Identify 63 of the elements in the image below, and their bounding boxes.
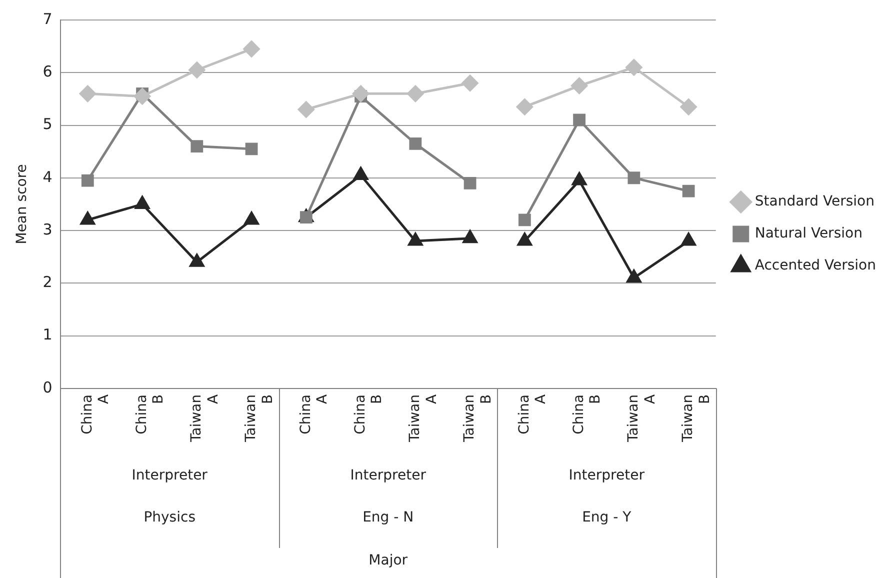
legend-label: Standard Version [754, 194, 874, 210]
y-tick-label: 5 [42, 115, 52, 134]
point [134, 88, 151, 105]
text: Physics [144, 510, 196, 526]
y-tick-label: 2 [42, 273, 52, 292]
point [190, 254, 204, 267]
y-tick-label: 1 [42, 326, 52, 344]
legend-label: Natural Version [754, 226, 862, 242]
point [573, 114, 586, 126]
point [80, 212, 95, 225]
y-tick-label: 6 [42, 62, 52, 81]
x-tick-label: Taiwan A [188, 394, 222, 444]
x-tick-label: China A [79, 394, 112, 434]
point [682, 184, 695, 198]
point [409, 137, 422, 150]
point [245, 142, 258, 156]
point [243, 40, 260, 58]
x-tick-label: China A [516, 394, 550, 434]
point [517, 232, 532, 246]
text: Eng - Y [582, 510, 632, 526]
point [516, 98, 533, 116]
point [81, 174, 94, 187]
point [134, 196, 150, 209]
x-tick-label: China B [570, 394, 604, 434]
point [572, 172, 587, 186]
point [408, 232, 423, 246]
y-tick-label: 0 [42, 378, 52, 396]
text: Interpreter [350, 468, 426, 484]
x-tick-label: China B [352, 394, 386, 434]
y-tick-label: 7 [42, 10, 52, 28]
point [680, 98, 697, 116]
point [681, 232, 696, 246]
point [298, 101, 314, 118]
point [353, 167, 368, 180]
x-tick-label: Taiwan B [462, 394, 494, 444]
point [626, 270, 642, 283]
point [244, 212, 259, 225]
point [571, 78, 588, 94]
y-tick-label: 3 [42, 220, 52, 238]
x-tick-label: Taiwan B [243, 394, 276, 444]
y-tick-label: 4 [42, 168, 52, 186]
point [352, 85, 370, 102]
x-tick-label: China B [134, 394, 167, 434]
point [407, 85, 424, 102]
point [626, 59, 642, 76]
point [464, 176, 476, 190]
legend-label: Accented Version [754, 258, 876, 274]
point [190, 140, 204, 153]
point [188, 62, 206, 78]
point [462, 74, 478, 92]
x-tick-label: Taiwan A [407, 394, 440, 444]
text: Eng - N [362, 510, 414, 526]
point [628, 172, 640, 184]
text: Major [368, 552, 408, 569]
text: Interpreter [132, 468, 208, 484]
point [79, 85, 96, 102]
x-tick-label: China A [298, 394, 331, 434]
x-tick-label: Taiwan A [626, 394, 658, 444]
y-axis-title: Mean score [14, 164, 30, 244]
text: Interpreter [568, 468, 645, 484]
point [462, 230, 478, 244]
x-tick-label: Taiwan B [680, 394, 713, 444]
point [518, 214, 531, 226]
